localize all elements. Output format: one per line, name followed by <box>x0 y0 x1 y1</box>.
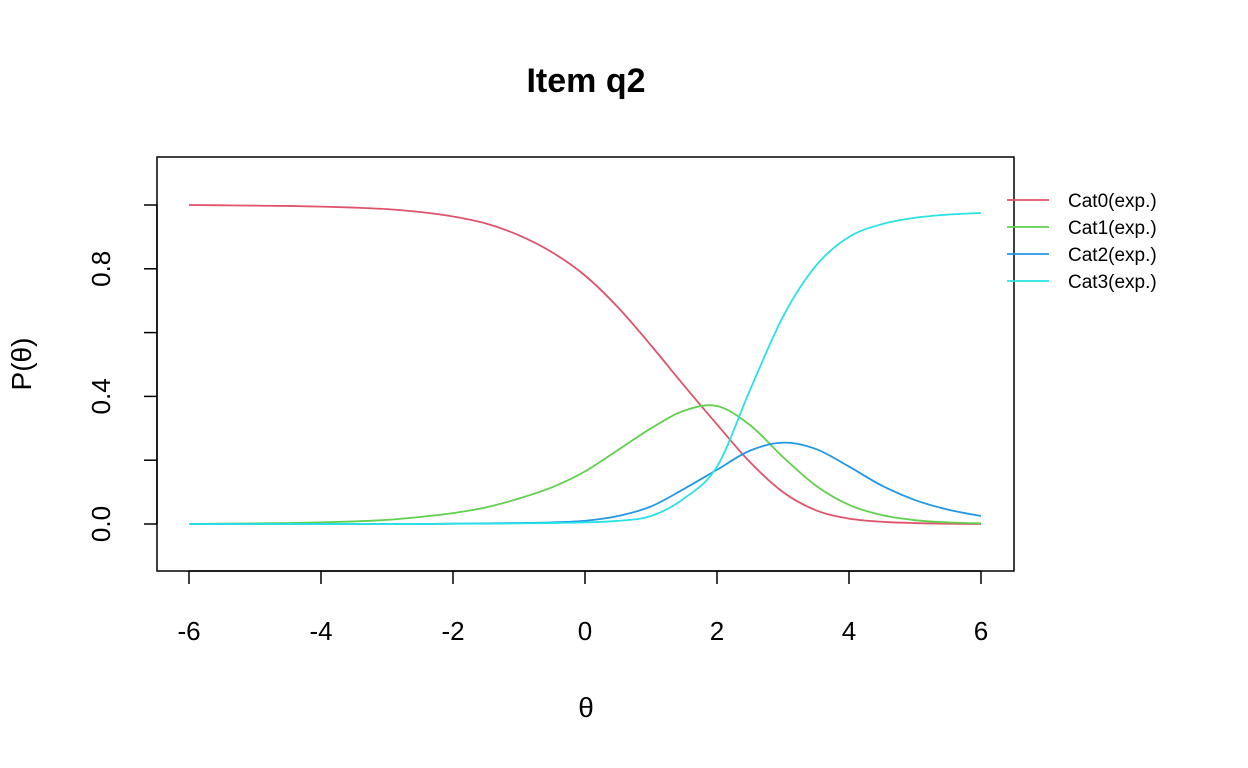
series-line-cat1 <box>188 404 982 525</box>
y-tick-label: 0.4 <box>86 378 116 414</box>
y-axis-label: P(θ) <box>6 338 37 391</box>
chart-title: Item q2 <box>526 62 645 100</box>
x-tick-label: -6 <box>177 616 200 646</box>
legend-item: Cat2(exp.) <box>1007 245 1157 266</box>
x-tick-label: 0 <box>578 616 592 646</box>
x-tick-label: 4 <box>842 616 856 646</box>
legend: Cat0(exp.) Cat1(exp.) Cat2(exp.) Cat3(exp.) <box>1007 191 1157 293</box>
legend-label: Cat1(exp.) <box>1068 218 1157 239</box>
x-tick-label: -2 <box>441 616 464 646</box>
x-tick-label: 2 <box>710 616 724 646</box>
y-tick-label: 0.0 <box>86 506 116 542</box>
legend-item: Cat3(exp.) <box>1007 272 1157 293</box>
legend-item: Cat1(exp.) <box>1007 218 1157 239</box>
x-axis-label: θ <box>578 692 594 723</box>
x-axis: -6 -4 -2 0 2 4 6 <box>177 570 988 646</box>
legend-label: Cat3(exp.) <box>1068 272 1157 293</box>
y-tick-label: 0.8 <box>86 251 116 287</box>
x-tick-label: -4 <box>309 616 332 646</box>
x-tick-label: 6 <box>974 616 988 646</box>
series-line-cat0 <box>188 204 982 525</box>
legend-label: Cat0(exp.) <box>1068 191 1157 212</box>
legend-item: Cat0(exp.) <box>1007 191 1157 212</box>
legend-label: Cat2(exp.) <box>1068 245 1157 266</box>
series-line-cat3 <box>189 212 982 525</box>
y-axis: 0.0 0.4 0.8 <box>86 204 158 542</box>
series-layer <box>188 204 982 525</box>
